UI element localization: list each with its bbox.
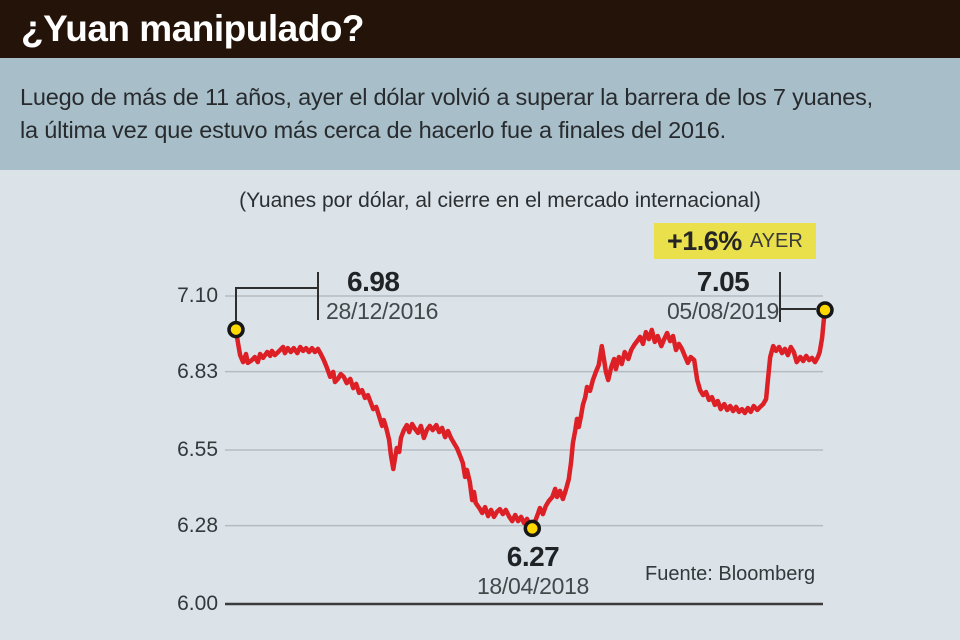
annotation-low-2018: 6.27 18/04/2018 [458,541,608,600]
annotation-value: 6.27 [506,541,560,572]
intro-band: Luego de más de 11 años, ayer el dólar v… [0,58,960,170]
marker-dot [227,320,245,339]
header-bar: ¿Yuan manipulado? [0,0,960,58]
y-tick-label: 6.00 [177,592,218,615]
page-title: ¿Yuan manipulado? [21,8,365,49]
source-credit: Fuente: Bloomberg [645,563,816,585]
callout-2016-line [235,272,319,322]
marker-dot [816,301,834,319]
annotation-high-2019: 7.05 05/08/2019 [653,266,793,325]
annotation-value: 7.05 [696,266,750,297]
change-label: AYER [749,229,803,252]
change-badge: +1.6% AYER [654,223,816,259]
annotation-date: 28/12/2016 [326,298,439,324]
y-tick-label: 6.55 [177,438,218,461]
annotation-date: 18/04/2018 [476,573,590,599]
marker-dot [523,519,542,538]
change-value: +1.6% [667,225,742,256]
price-line [233,307,828,531]
chart-subtitle: (Yuanes por dólar, al cierre en el merca… [239,189,761,212]
y-tick-label: 6.83 [177,359,218,383]
intro-line-2: la última vez que estuvo más cerca de ha… [20,117,726,143]
annotation-value: 6.98 [347,266,400,297]
intro-line-1: Luego de más de 11 años, ayer el dólar v… [20,84,873,110]
y-tick-label: 6.28 [177,513,218,537]
y-tick-label: 7.10 [177,284,218,307]
annotation-high-2016: 6.98 28/12/2016 [326,266,438,325]
annotation-date: 05/08/2019 [666,298,780,324]
